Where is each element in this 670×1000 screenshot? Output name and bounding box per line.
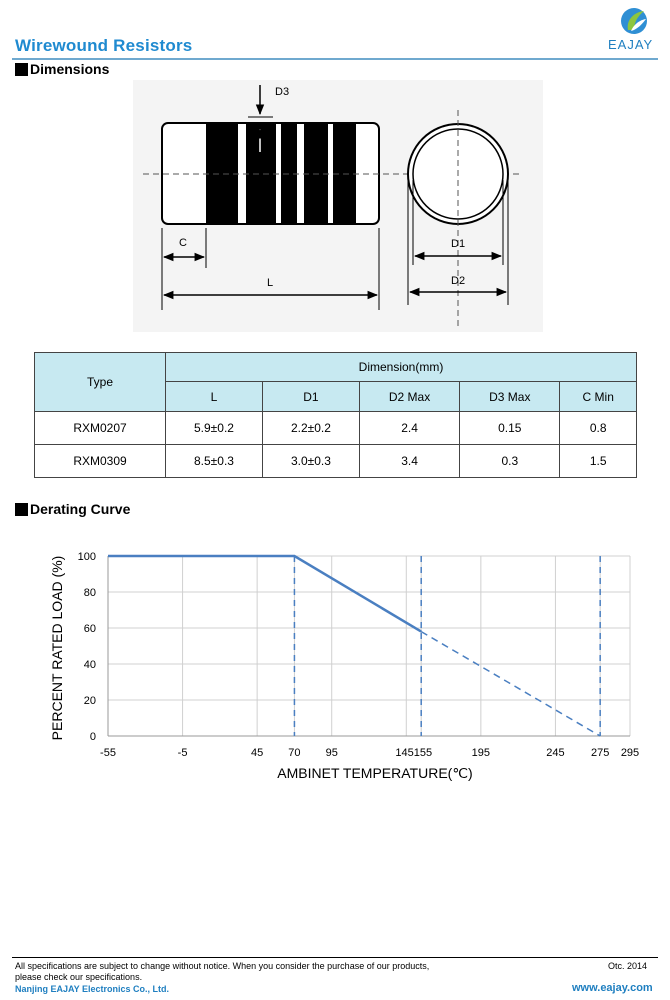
type-cell: RXM0309 [34, 444, 166, 478]
y-tick-label: 60 [84, 623, 96, 635]
derating-line-dashed [420, 630, 601, 737]
dimension-group-header: Dimension(mm) [165, 352, 637, 382]
footer-disclaimer-line1: All specifications are subject to change… [15, 961, 430, 971]
label-l: L [267, 277, 273, 289]
x-tick-label: 70 [288, 747, 300, 759]
footer-disclaimer-line2: please check our specifications. [15, 972, 143, 982]
y-tick-label: 100 [78, 551, 96, 563]
table-cell: 5.9±0.2 [165, 411, 263, 445]
section-derating: Derating Curve [15, 501, 130, 517]
x-tick-label: 295 [621, 747, 639, 759]
x-tick-label: -5 [178, 747, 188, 759]
section-derating-label: Derating Curve [30, 501, 131, 517]
label-d2: D2 [451, 275, 465, 287]
label-d1: D1 [451, 238, 465, 250]
table-cell: 0.3 [459, 444, 561, 478]
type-header: Type [34, 352, 166, 412]
x-tick-label: 145155 [395, 747, 432, 759]
table-row: RXM0207 5.9±0.2 2.2±0.2 2.4 0.15 0.8 [34, 411, 637, 445]
y-tick-label: 0 [90, 731, 96, 743]
x-tick-label: 275 [591, 747, 609, 759]
type-cell: RXM0207 [34, 411, 166, 445]
table-cell: 0.15 [459, 411, 561, 445]
column-header: C Min [559, 381, 637, 412]
table-cell: 2.4 [358, 411, 461, 445]
table-cell: 3.4 [358, 444, 461, 478]
section-bullet-icon [15, 502, 28, 516]
y-tick-label: 40 [84, 659, 96, 671]
column-header: D3 Max [459, 381, 561, 412]
section-dimensions: Dimensions [15, 61, 109, 77]
dimension-table: Type Dimension(mm) L D1 D2 Max D3 Max C … [34, 352, 637, 478]
footer-company: Nanjing EAJAY Electronics Co., Ltd. [15, 984, 170, 994]
column-header: D2 Max [358, 381, 461, 412]
page-title: Wirewound Resistors [15, 36, 193, 55]
y-tick-label: 80 [84, 587, 96, 599]
x-tick-label: 245 [546, 747, 564, 759]
table-cell: 2.2±0.2 [261, 411, 360, 445]
footer-disclaimer: All specifications are subject to change… [15, 961, 429, 983]
table-row: RXM0309 8.5±0.3 3.0±0.3 3.4 0.3 1.5 [34, 444, 637, 478]
section-bullet-icon [15, 62, 28, 76]
x-tick-label: -55 [100, 747, 116, 759]
y-axis-label: PERCENT RATED LOAD (%) [49, 556, 65, 741]
derating-line-solid [108, 554, 422, 633]
dimension-drawing: D3 C L D1 D2 [133, 80, 543, 332]
x-axis-label: AMBINET TEMPERATURE(℃) [277, 765, 472, 781]
eajay-logo-icon [621, 8, 647, 34]
section-dimensions-label: Dimensions [30, 61, 110, 77]
y-tick-label: 20 [84, 695, 96, 707]
footer-website-link[interactable]: www.eajay.com [572, 982, 653, 994]
table-cell: 8.5±0.3 [165, 444, 263, 478]
table-cell: 1.5 [559, 444, 637, 478]
x-tick-label: 195 [472, 747, 490, 759]
derating-chart: 0 20 40 60 80 100 -55 -5 45 70 95 145155 195 245 275 29… [49, 551, 639, 781]
label-d3: D3 [275, 86, 289, 98]
label-c: C [179, 237, 187, 249]
logo-text: EAJAY [608, 37, 654, 52]
resistor-band [246, 123, 276, 224]
table-cell: 3.0±0.3 [261, 444, 360, 478]
footer-date: Otc. 2014 [608, 961, 648, 971]
footer-divider [12, 957, 658, 958]
header-divider [12, 58, 658, 60]
column-header: D1 [261, 381, 360, 412]
column-header: L [165, 381, 263, 412]
table-cell: 0.8 [559, 411, 637, 445]
resistor-band [206, 123, 238, 224]
x-tick-label: 45 [251, 747, 263, 759]
x-tick-label: 95 [326, 747, 338, 759]
